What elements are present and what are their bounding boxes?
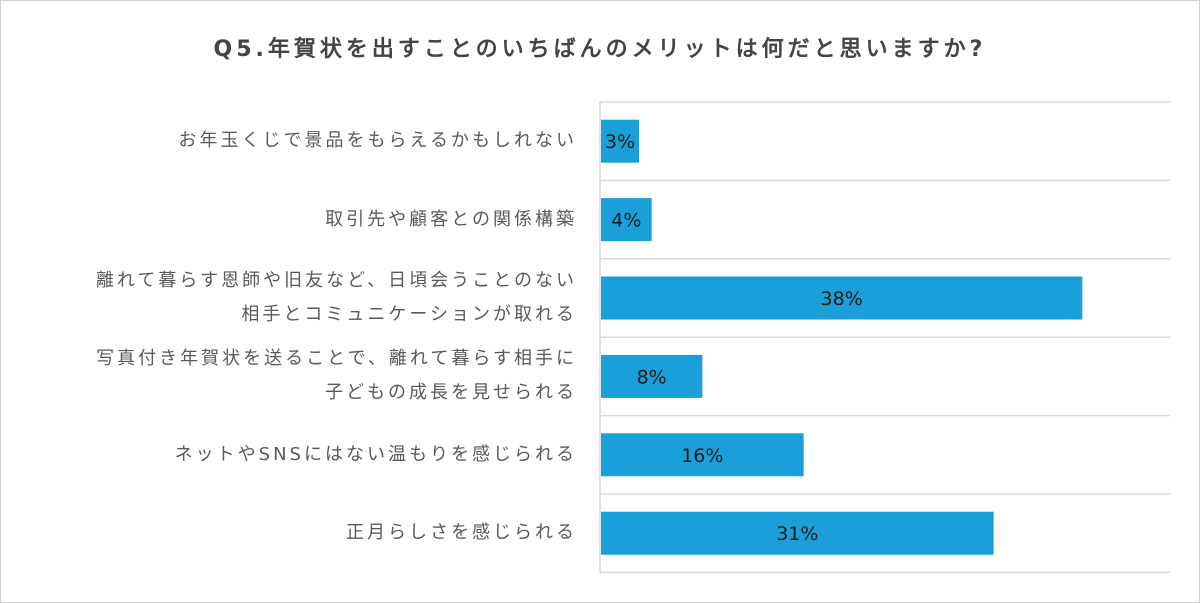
data-label: 38% [821,288,863,310]
bar [601,511,994,555]
chart-title: Q5.年賀状を出すことのいちばんのメリットは何だと思いますか? [213,37,987,62]
category-label: お年玉くじで景品をもらえるかもしれない [178,130,577,152]
bar [601,433,804,477]
bar [601,119,639,163]
category-label: 正月らしさを感じられる [346,522,577,544]
category-label: 離れて暮らす恩師や旧友など、日頃会うことのない 相手とコミュニケーションが取れる [95,270,577,325]
data-label: 16% [681,445,723,467]
category-label: 取引先や顧客との関係構築 [325,208,577,230]
bar [601,198,652,242]
category-label: 写真付き年賀状を送ることで、離れて暮らす相手に 子どもの成長を見せられる [96,348,577,404]
data-label: 31% [776,523,818,545]
data-label: 4% [611,210,641,232]
data-label: 8% [637,366,667,388]
bar [601,354,703,398]
bar [601,276,1083,320]
data-label: 3% [605,131,635,153]
category-label: ネットやSNSにはない温もりを感じられる [174,443,577,465]
